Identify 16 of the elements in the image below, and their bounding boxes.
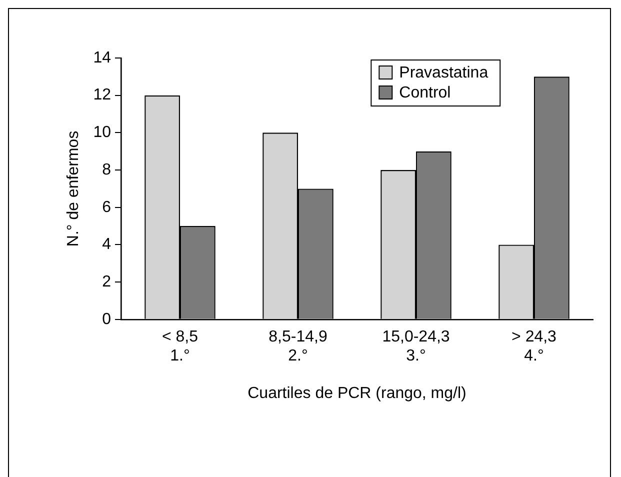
y-tick-label: 4 <box>102 236 112 254</box>
legend-label: Control <box>399 84 451 102</box>
x-axis-title: Cuartiles de PCR (rango, mg/l) <box>248 384 466 402</box>
legend-label: Pravastatina <box>399 64 488 82</box>
y-tick-label: 12 <box>93 86 112 104</box>
y-tick-label: 2 <box>102 273 112 290</box>
y-tick-label: 8 <box>102 161 112 178</box>
y-tick-label: 0 <box>102 310 112 328</box>
y-tick-label: 10 <box>93 124 112 142</box>
y-axis-title: N.° de enfermos <box>65 130 82 247</box>
x-tick-label: 15,0-24,3 3.° <box>382 328 450 365</box>
x-tick-label: < 8,5 1.° <box>162 328 198 365</box>
x-tick-label: 8,5-14,9 2.° <box>268 328 328 365</box>
y-tick-label: 6 <box>102 198 112 216</box>
y-tick-label: 14 <box>93 49 112 66</box>
x-tick-label: > 24,3 4.° <box>512 328 557 365</box>
